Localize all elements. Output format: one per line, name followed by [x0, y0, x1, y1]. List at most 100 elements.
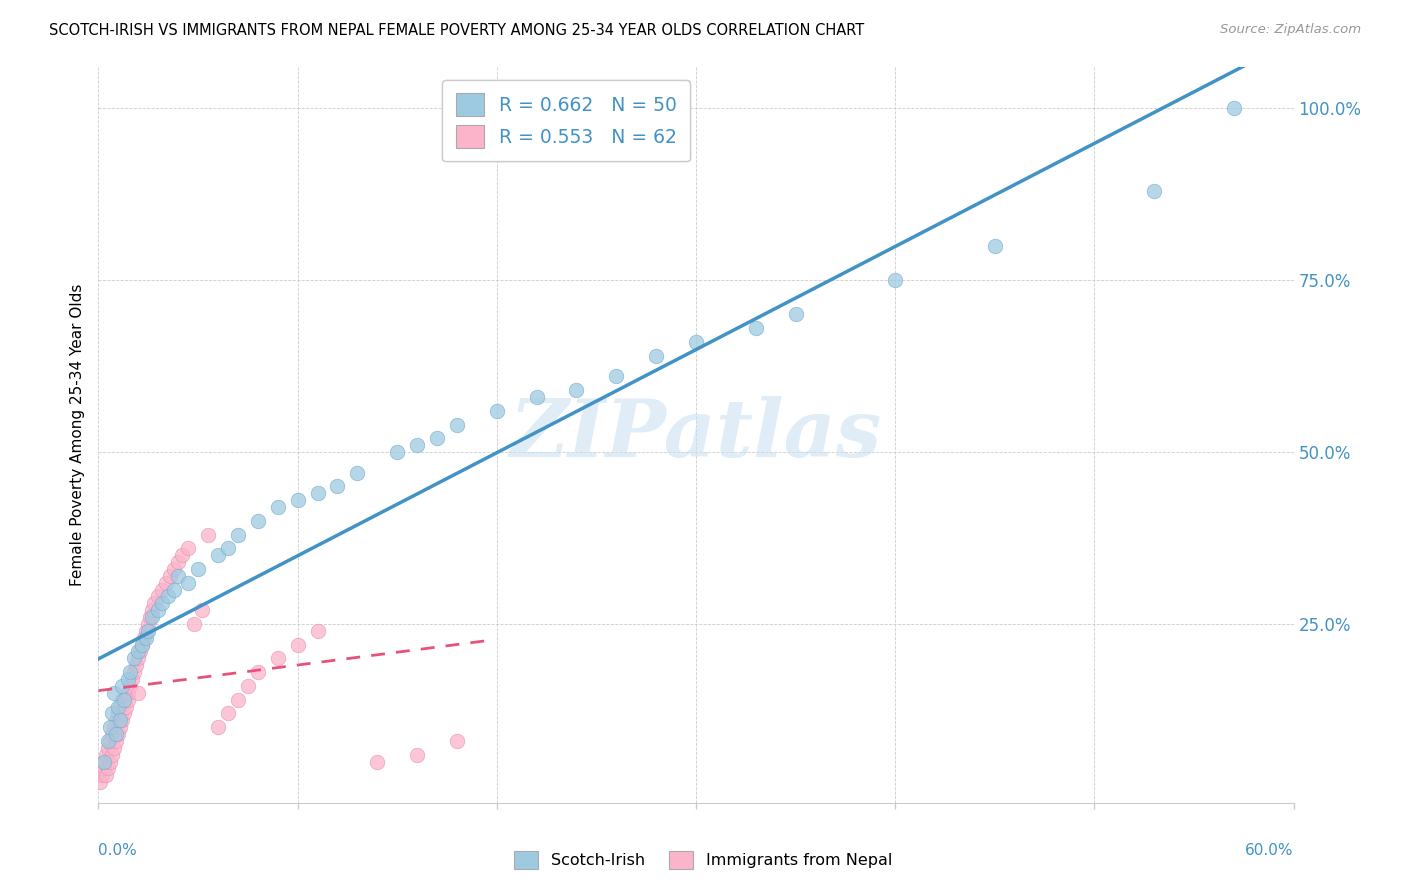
Point [406, 438, 429, 452]
Point [96, 747, 118, 762]
Point [112, 692, 135, 706]
Point [121, 672, 143, 686]
Legend: Scotch-Irish, Immigrants from Nepal: Scotch-Irish, Immigrants from Nepal [508, 845, 898, 875]
Point [217, 706, 239, 721]
Point [135, 631, 157, 645]
Point [107, 699, 129, 714]
Point [426, 431, 449, 445]
Point [110, 720, 132, 734]
Point [226, 692, 249, 706]
Point [107, 727, 129, 741]
Point [98, 734, 122, 748]
Point [287, 638, 309, 652]
Point [141, 610, 163, 624]
Point [127, 686, 149, 700]
Point [246, 665, 269, 680]
Point [110, 699, 132, 714]
Point [101, 727, 124, 741]
Point [1143, 184, 1166, 198]
Point [446, 417, 468, 432]
Point [97, 734, 120, 748]
Point [177, 541, 200, 556]
Point [163, 582, 186, 597]
Point [157, 590, 180, 604]
Point [127, 644, 149, 658]
Point [287, 493, 309, 508]
Point [446, 734, 468, 748]
Point [120, 679, 142, 693]
Point [131, 638, 153, 652]
Point [236, 679, 259, 693]
Point [267, 500, 290, 514]
Point [167, 569, 190, 583]
Point [267, 651, 290, 665]
Point [136, 617, 159, 632]
Point [155, 575, 177, 590]
Point [93, 755, 115, 769]
Text: 60.0%: 60.0% [1246, 843, 1294, 858]
Point [91, 768, 114, 782]
Point [103, 686, 125, 700]
Point [103, 740, 125, 755]
Point [187, 562, 209, 576]
Point [120, 665, 142, 680]
Point [141, 603, 163, 617]
Point [605, 369, 627, 384]
Point [745, 321, 768, 335]
Point [96, 768, 118, 782]
Point [111, 692, 134, 706]
Point [136, 624, 159, 638]
Y-axis label: Female Poverty Among 25-34 Year Olds: Female Poverty Among 25-34 Year Olds [69, 284, 84, 586]
Point [111, 713, 134, 727]
Point [107, 706, 129, 721]
Point [101, 747, 124, 762]
Point [124, 651, 146, 665]
Point [346, 466, 368, 480]
Point [183, 617, 205, 632]
Point [105, 727, 128, 741]
Point [307, 624, 329, 638]
Point [110, 713, 132, 727]
Point [127, 651, 149, 665]
Point [163, 562, 186, 576]
Point [131, 638, 153, 652]
Point [526, 390, 548, 404]
Point [124, 665, 146, 680]
Point [98, 755, 122, 769]
Point [89, 775, 111, 789]
Point [326, 479, 349, 493]
Point [167, 555, 190, 569]
Point [129, 644, 152, 658]
Point [246, 514, 269, 528]
Text: 0.0%: 0.0% [98, 843, 138, 858]
Point [685, 334, 707, 349]
Point [105, 713, 128, 727]
Point [97, 740, 120, 755]
Point [191, 603, 214, 617]
Point [172, 548, 194, 562]
Point [984, 238, 1007, 252]
Point [177, 575, 200, 590]
Point [217, 541, 239, 556]
Point [135, 624, 157, 638]
Point [1223, 101, 1246, 115]
Point [117, 672, 139, 686]
Point [485, 404, 508, 418]
Point [207, 548, 229, 562]
Point [565, 383, 588, 397]
Point [134, 631, 156, 645]
Point [159, 569, 181, 583]
Point [385, 445, 409, 459]
Point [785, 308, 807, 322]
Point [93, 761, 115, 775]
Point [143, 596, 166, 610]
Point [115, 699, 138, 714]
Point [884, 273, 907, 287]
Point [112, 706, 135, 721]
Point [101, 706, 124, 721]
Point [226, 527, 249, 541]
Point [148, 603, 170, 617]
Point [366, 755, 388, 769]
Point [125, 658, 148, 673]
Text: Source: ZipAtlas.com: Source: ZipAtlas.com [1220, 23, 1361, 37]
